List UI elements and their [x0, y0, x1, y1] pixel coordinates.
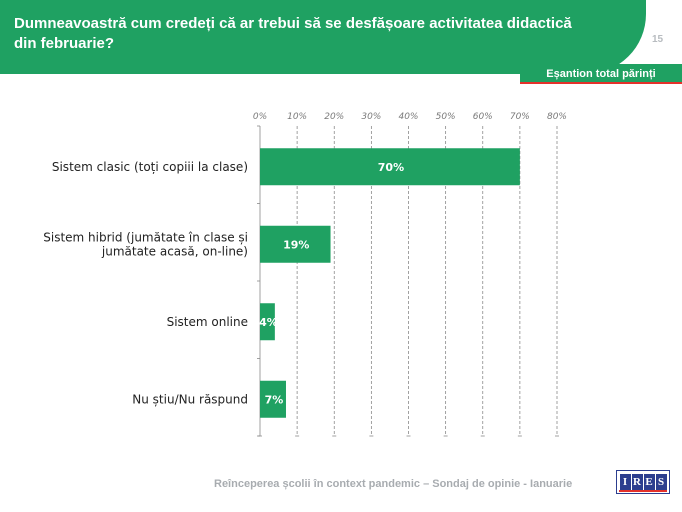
- logo-letter: R: [631, 474, 643, 490]
- category-label-line: Sistem hibrid (jumătate în clase și: [43, 230, 248, 244]
- category-label-line: Nu știu/Nu răspund: [132, 392, 248, 406]
- category-label-line: Sistem clasic (toți copiii la clase): [52, 160, 248, 174]
- category-label: Sistem online: [167, 315, 248, 329]
- category-label: Sistem clasic (toți copiii la clase): [52, 160, 248, 174]
- x-tick-labels: 0% 10% 20% 30% 40% 50% 60% 70% 80%: [253, 112, 567, 122]
- bar: [260, 148, 520, 186]
- footer-text: Reînceperea școlii în context pandemic –…: [214, 478, 573, 490]
- x-tick-label: 60%: [473, 112, 493, 122]
- x-tick-label: 10%: [287, 112, 307, 122]
- header-banner: Dumneavoastră cum credeți că ar trebui s…: [0, 0, 646, 74]
- category-label-line: Sistem online: [167, 315, 248, 329]
- category-label: Sistem hibrid (jumătate în clase și jumăt…: [43, 230, 248, 258]
- x-tick-label: 30%: [361, 112, 381, 122]
- page-number: 15: [652, 34, 664, 45]
- category-labels: Sistem clasic (toți copiii la clase) Sist…: [43, 160, 248, 407]
- chart-bars: 70% 19% 4% 7%: [259, 148, 520, 418]
- logo-letter: E: [643, 474, 655, 490]
- x-tick-label: 50%: [436, 112, 456, 122]
- bar-data-label: 70%: [378, 161, 404, 174]
- bar: [260, 225, 331, 263]
- x-tick-label: 80%: [547, 112, 567, 122]
- bar-data-label: 4%: [259, 316, 278, 329]
- sample-badge: Eșantion total părinți: [520, 64, 682, 84]
- bar: [260, 380, 286, 418]
- x-tick-label: 70%: [510, 112, 530, 122]
- category-label-line: jumătate acasă, on-line): [101, 244, 248, 258]
- bar-data-label: 7%: [265, 393, 284, 406]
- logo-letter: S: [655, 474, 667, 490]
- x-tick-label: 20%: [324, 112, 344, 122]
- x-tick-label: 40%: [398, 112, 418, 122]
- category-label: Nu știu/Nu răspund: [132, 392, 248, 406]
- bar-data-label: 19%: [283, 238, 309, 251]
- bar: [260, 303, 275, 341]
- logo-underline: [619, 490, 667, 492]
- page-title: Dumneavoastră cum credeți că ar trebui s…: [14, 15, 572, 52]
- x-tick-label: 0%: [253, 112, 267, 122]
- ires-logo: I R E S: [616, 470, 670, 494]
- logo-letter: I: [619, 474, 631, 490]
